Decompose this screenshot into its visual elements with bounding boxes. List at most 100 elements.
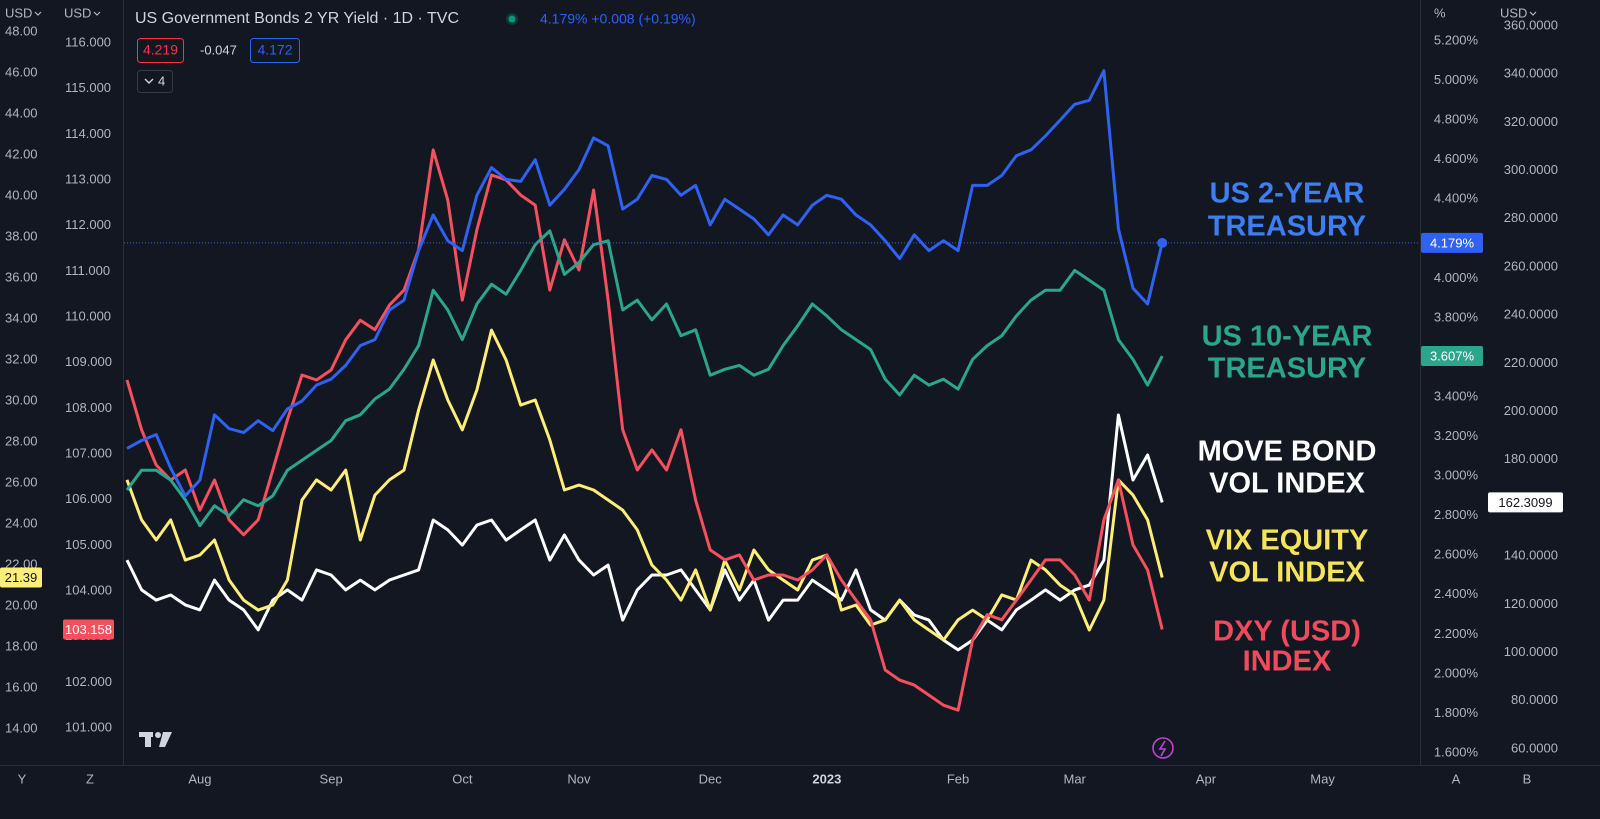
x-tick-label: May (1310, 771, 1335, 786)
y-tick-label: 115.000 (65, 80, 111, 95)
y-tick-label: 2.400% (1434, 586, 1479, 601)
y-tick-label: 3.000% (1434, 468, 1479, 483)
y-tick-label: 107.000 (65, 445, 112, 460)
y-tick-label: 3.200% (1434, 428, 1479, 443)
last-value-label: 162.3099 (1498, 495, 1552, 510)
annotation: TREASURY (1208, 353, 1366, 385)
y-tick-label: 60.0000 (1511, 740, 1558, 755)
y-tick-label: 14.00 (5, 720, 38, 735)
plot (124, 69, 1420, 712)
y-tick-label: 1.600% (1434, 744, 1479, 759)
x-tick-label: Oct (452, 771, 473, 786)
y-tick-label: 34.00 (5, 310, 38, 325)
alert-icon[interactable] (1152, 737, 1174, 759)
scale-button[interactable]: Y (18, 771, 27, 786)
y-tick-label: 40.00 (5, 187, 38, 202)
chevron-icon (1529, 11, 1537, 16)
y-tick-label: 3.400% (1434, 388, 1479, 403)
y-tick-label: 114.000 (65, 126, 111, 141)
ohlc-value: 4.219 (143, 42, 178, 58)
annotation: MOVE BOND (1198, 436, 1377, 468)
ohlc-box (137, 38, 184, 63)
y-tick-label: 340.0000 (1504, 66, 1558, 81)
y-tick-label: 360.0000 (1504, 17, 1558, 32)
y-tick-label: 4.400% (1434, 191, 1479, 206)
status-dot (508, 15, 516, 23)
y-tick-label: 104.000 (65, 582, 112, 597)
y-tick-label: 106.000 (65, 491, 112, 506)
series-line (126, 69, 1164, 498)
x-tick-label: Feb (947, 771, 969, 786)
axis-caption[interactable]: USD (5, 5, 32, 20)
annotation: US 2-YEAR (1210, 178, 1365, 210)
last-value-box (0, 567, 42, 588)
series-line (125, 229, 1164, 528)
annotation: DXY (USD) (1213, 616, 1361, 648)
last-value-box (1421, 346, 1483, 367)
last-point (1157, 237, 1168, 248)
y-tick-label: 26.00 (5, 474, 38, 489)
axis-caption[interactable]: USD (1500, 5, 1527, 20)
y-tick-label: 100.0000 (1504, 644, 1558, 659)
scale-button[interactable]: B (1523, 771, 1532, 786)
y-tick-label: 48.00 (5, 23, 38, 38)
y-tick-label: 4.000% (1434, 270, 1479, 285)
ohlc-value: 4.172 (257, 42, 292, 58)
x-tick-label: Sep (320, 771, 343, 786)
ohlc-change: -0.047 (200, 42, 237, 57)
axis-caption[interactable]: USD (64, 5, 91, 20)
quote: 4.179% +0.008 (+0.19%) (540, 11, 696, 27)
annotation: TREASURY (1208, 211, 1366, 243)
scale-button[interactable]: A (1452, 771, 1461, 786)
alert-icon-bolt (1158, 740, 1167, 757)
y-tick-label: 1.800% (1434, 705, 1479, 720)
y-tick-label: 2.800% (1434, 507, 1479, 522)
y-tick-label: 109.000 (65, 354, 112, 369)
y-tick-label: 32.00 (5, 351, 38, 366)
y-tick-label: 30.00 (5, 392, 38, 407)
y-tick-label: 101.000 (65, 719, 112, 734)
series-line (125, 148, 1164, 712)
last-value-label: 4.179% (1430, 235, 1475, 250)
y-tick-label: 3.800% (1434, 309, 1479, 324)
indicator-toggle[interactable] (137, 70, 173, 93)
x-tick-label: Apr (1196, 771, 1217, 786)
symbol-title: US Government Bonds 2 YR Yield · 1D · TV… (135, 10, 459, 27)
ohlc-box (250, 38, 300, 63)
y-tick-label: 120.0000 (1504, 596, 1558, 611)
y-tick-label: 200.0000 (1504, 403, 1558, 418)
annotation: US 10-YEAR (1202, 321, 1373, 353)
y-tick-label: 2.600% (1434, 547, 1479, 562)
y-tick-label: 5.200% (1434, 32, 1479, 47)
y-tick-label: 116.000 (65, 34, 111, 49)
y-tick-label: 111.000 (65, 263, 110, 278)
y-tick-label: 36.00 (5, 269, 38, 284)
y-tick-label: 4.800% (1434, 112, 1479, 127)
last-value-label: 3.607% (1430, 348, 1475, 363)
y-tick-label: 110.000 (65, 308, 111, 323)
y-tick-label: 220.0000 (1504, 355, 1558, 370)
annotation: INDEX (1243, 646, 1332, 678)
scale-button[interactable]: Z (86, 771, 94, 786)
y-tick-label: 2.200% (1434, 626, 1479, 641)
series-line (125, 413, 1164, 652)
annotation: VOL INDEX (1209, 468, 1365, 500)
annotation: VIX EQUITY (1206, 525, 1369, 557)
y-tick-label: 180.0000 (1504, 451, 1558, 466)
chevron-icon (93, 11, 101, 16)
last-value-label: 103.158 (65, 622, 112, 637)
chevron-icon (34, 11, 42, 16)
y-tick-label: 4.600% (1434, 151, 1479, 166)
y-tick-label: 240.0000 (1504, 307, 1558, 322)
x-tick-label: Nov (567, 771, 591, 786)
y-tick-label: 300.0000 (1504, 162, 1558, 177)
y-tick-label: 320.0000 (1504, 114, 1558, 129)
y-tick-label: 18.00 (5, 638, 38, 653)
y-tick-label: 42.00 (5, 146, 38, 161)
last-value-label: 21.39 (5, 570, 38, 585)
axis-caption: % (1434, 5, 1446, 20)
chevron-icon (144, 78, 154, 84)
y-tick-label: 16.00 (5, 679, 38, 694)
